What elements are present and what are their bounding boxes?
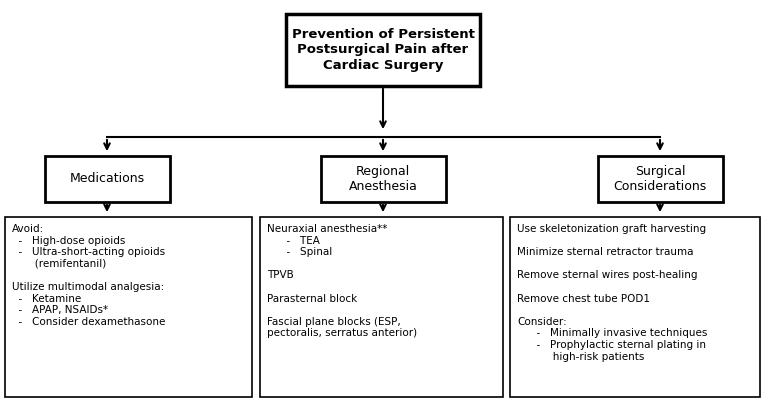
FancyBboxPatch shape: [44, 156, 169, 202]
Text: Use skeletonization graft harvesting

Minimize sternal retractor trauma

Remove : Use skeletonization graft harvesting Min…: [517, 224, 707, 362]
Text: Prevention of Persistent
Postsurgical Pain after
Cardiac Surgery: Prevention of Persistent Postsurgical Pa…: [292, 28, 474, 72]
FancyBboxPatch shape: [510, 217, 760, 397]
Text: Surgical
Considerations: Surgical Considerations: [614, 165, 706, 193]
FancyBboxPatch shape: [286, 14, 480, 86]
Text: Avoid:
  -   High-dose opioids
  -   Ultra-short-acting opioids
       (remifent: Avoid: - High-dose opioids - Ultra-short…: [12, 224, 165, 327]
Text: Medications: Medications: [70, 173, 145, 185]
Text: Regional
Anesthesia: Regional Anesthesia: [349, 165, 417, 193]
FancyBboxPatch shape: [597, 156, 722, 202]
Text: Neuraxial anesthesia**
      -   TEA
      -   Spinal

TPVB

Parasternal block

: Neuraxial anesthesia** - TEA - Spinal TP…: [267, 224, 417, 339]
FancyBboxPatch shape: [260, 217, 503, 397]
FancyBboxPatch shape: [5, 217, 252, 397]
FancyBboxPatch shape: [320, 156, 446, 202]
